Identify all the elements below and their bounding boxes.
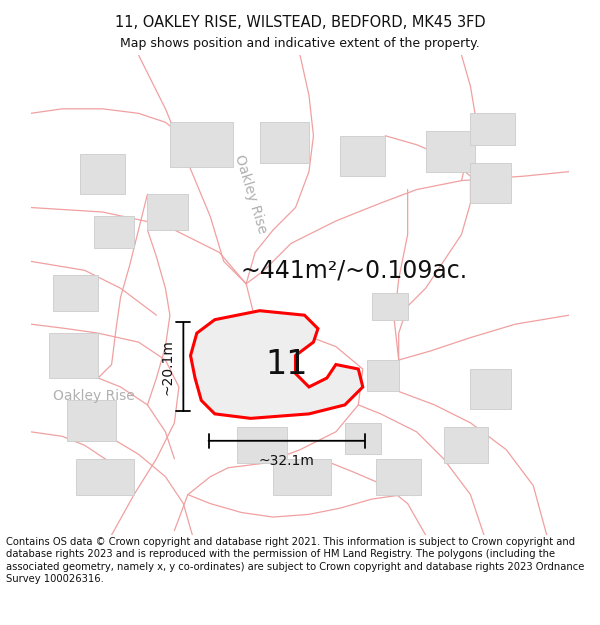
Polygon shape bbox=[340, 136, 385, 176]
Text: 11: 11 bbox=[265, 348, 308, 381]
Polygon shape bbox=[376, 459, 421, 494]
Polygon shape bbox=[345, 423, 381, 454]
Polygon shape bbox=[470, 162, 511, 203]
Polygon shape bbox=[148, 194, 188, 230]
Polygon shape bbox=[470, 369, 511, 409]
Polygon shape bbox=[67, 401, 116, 441]
Polygon shape bbox=[237, 428, 287, 463]
Polygon shape bbox=[470, 113, 515, 145]
Text: ~32.1m: ~32.1m bbox=[259, 454, 314, 468]
Text: Map shows position and indicative extent of the property.: Map shows position and indicative extent… bbox=[120, 37, 480, 50]
Polygon shape bbox=[49, 333, 98, 378]
Polygon shape bbox=[94, 216, 134, 248]
Text: Oakley Rise: Oakley Rise bbox=[53, 389, 134, 403]
Polygon shape bbox=[372, 292, 407, 319]
Text: Oakley Rise: Oakley Rise bbox=[232, 153, 269, 235]
Polygon shape bbox=[273, 459, 331, 494]
Text: Contains OS data © Crown copyright and database right 2021. This information is : Contains OS data © Crown copyright and d… bbox=[6, 537, 584, 584]
Polygon shape bbox=[80, 154, 125, 194]
Polygon shape bbox=[260, 122, 309, 162]
Text: 11, OAKLEY RISE, WILSTEAD, BEDFORD, MK45 3FD: 11, OAKLEY RISE, WILSTEAD, BEDFORD, MK45… bbox=[115, 15, 485, 30]
Polygon shape bbox=[191, 311, 363, 418]
Polygon shape bbox=[242, 338, 296, 382]
Polygon shape bbox=[53, 275, 98, 311]
Polygon shape bbox=[443, 428, 488, 463]
Polygon shape bbox=[425, 131, 475, 172]
Polygon shape bbox=[170, 122, 233, 167]
Text: ~20.1m: ~20.1m bbox=[160, 339, 175, 395]
Polygon shape bbox=[367, 360, 398, 391]
Polygon shape bbox=[76, 459, 134, 494]
Text: ~441m²/~0.109ac.: ~441m²/~0.109ac. bbox=[240, 258, 467, 282]
